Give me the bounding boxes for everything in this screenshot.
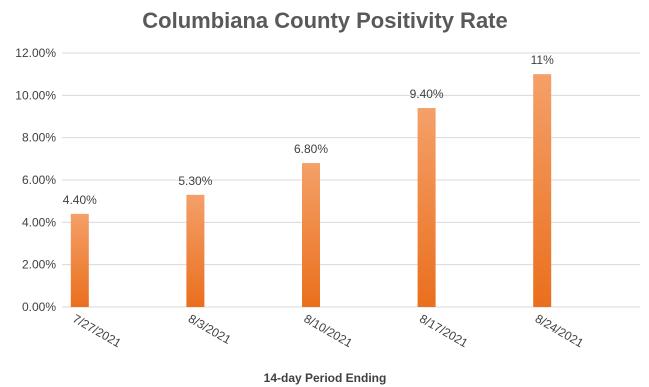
y-axis-ticks: 0.00% 2.00% 4.00% 6.00% 8.00% 10.00% 12.00% (15, 46, 56, 314)
data-label: 9.40% (410, 87, 444, 101)
bar (417, 108, 436, 308)
data-labels: 4.40% 5.30% 6.80% 9.40% 11% (63, 53, 554, 207)
data-label: 4.40% (63, 193, 97, 207)
bar (302, 163, 320, 307)
x-tick-label: 7/27/2021 (70, 311, 124, 350)
y-tick-label: 0.00% (22, 300, 56, 314)
y-tick-label: 12.00% (15, 46, 56, 60)
gridlines (62, 52, 640, 308)
y-tick-label: 4.00% (22, 215, 56, 229)
bars (70, 74, 552, 308)
x-axis-ticks: 7/27/2021 8/3/2021 8/10/2021 8/17/2021 8/24/… (70, 311, 586, 350)
data-label: 6.80% (294, 142, 328, 156)
bar (186, 194, 205, 307)
x-tick-label: 8/10/2021 (302, 311, 356, 350)
chart-title: Columbiana County Positivity Rate (142, 8, 508, 33)
data-label: 11% (531, 53, 554, 67)
y-tick-label: 8.00% (22, 131, 56, 145)
x-tick-label: 8/3/2021 (186, 311, 234, 347)
x-axis-title: 14-day Period Ending (264, 371, 387, 385)
y-tick-label: 2.00% (22, 258, 56, 272)
bar (533, 74, 552, 308)
data-label: 5.30% (178, 174, 212, 188)
x-tick-label: 8/17/2021 (417, 311, 471, 350)
y-tick-label: 10.00% (15, 88, 56, 102)
bar (70, 213, 89, 307)
y-tick-label: 6.00% (22, 173, 56, 187)
x-tick-label: 8/24/2021 (533, 311, 587, 350)
